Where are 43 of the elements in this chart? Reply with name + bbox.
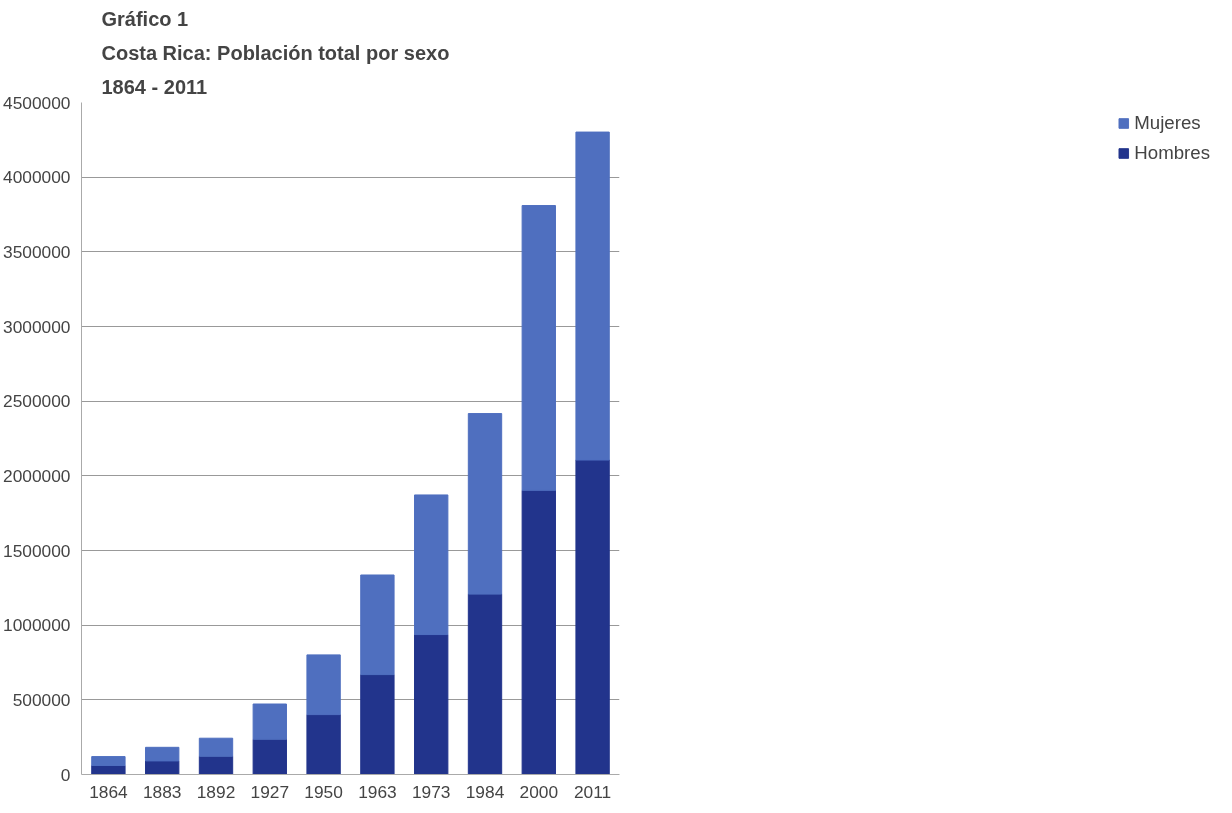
x-tick-label: 1883 xyxy=(142,781,182,802)
y-tick-label: 3500000 xyxy=(3,241,71,262)
legend-label: Mujeres xyxy=(1134,112,1201,134)
bar xyxy=(145,746,180,762)
x-tick-label: 2000 xyxy=(519,781,559,802)
y-tick-label: 0 xyxy=(60,764,71,785)
bar xyxy=(198,737,234,757)
legend-label: Hombres xyxy=(1134,142,1210,164)
x-tick-label: 1864 xyxy=(89,781,129,802)
chart-title: Gráfico 1 xyxy=(101,7,189,30)
y-tick-label: 2500000 xyxy=(3,391,71,412)
y-tick-label: 4500000 xyxy=(3,92,71,113)
bar xyxy=(521,489,556,775)
bar xyxy=(252,703,287,740)
chart-subtitle: Costa Rica: Población total por sexo xyxy=(101,41,450,64)
bar xyxy=(360,674,395,775)
bar xyxy=(306,714,341,775)
y-tick-label: 1000000 xyxy=(3,615,71,636)
x-tick-label: 1892 xyxy=(196,781,236,802)
bar xyxy=(467,593,503,775)
bar xyxy=(414,494,449,636)
y-tick-label: 1500000 xyxy=(3,540,71,561)
text: 1864 - 2011 xyxy=(101,75,208,98)
bar xyxy=(306,654,341,716)
y-tick-label: 2000000 xyxy=(3,465,71,486)
bar xyxy=(360,574,395,676)
bar xyxy=(521,205,556,491)
bar xyxy=(467,413,503,595)
bar xyxy=(198,755,234,775)
bar xyxy=(252,738,287,775)
x-tick-label: 1984 xyxy=(465,781,505,802)
y-tick-label: 4000000 xyxy=(3,167,71,188)
bar xyxy=(575,131,610,461)
y-tick-label: 500000 xyxy=(12,689,71,710)
x-tick-label: 1950 xyxy=(304,781,343,802)
bar xyxy=(91,756,126,767)
x-tick-label: 1963 xyxy=(358,781,397,802)
x-tick-label: 1973 xyxy=(411,781,451,802)
x-tick-label: 1927 xyxy=(250,781,290,802)
bar xyxy=(414,634,449,775)
x-tick-label: 2011 xyxy=(573,781,612,802)
y-tick-label: 3000000 xyxy=(3,316,71,337)
bar xyxy=(575,459,610,775)
